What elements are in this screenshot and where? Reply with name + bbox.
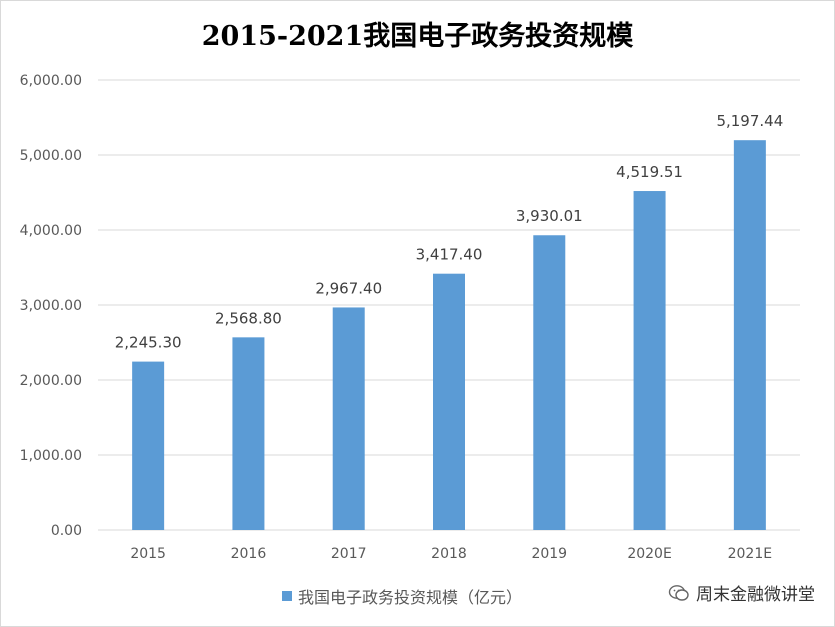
watermark-text: 周末金融微讲堂 xyxy=(696,585,815,605)
legend-label: 我国电子政务投资规模（亿元） xyxy=(298,588,523,607)
data-label: 2,245.30 xyxy=(115,334,182,352)
data-label: 2,967.40 xyxy=(315,279,382,297)
x-tick-label: 2017 xyxy=(331,546,367,562)
y-tick-label: 0.00 xyxy=(51,523,82,539)
data-label: 5,197.44 xyxy=(716,112,783,130)
x-tick-label: 2018 xyxy=(431,546,467,562)
bar xyxy=(733,140,766,530)
bar xyxy=(533,235,566,530)
y-tick-label: 1,000.00 xyxy=(20,448,82,464)
data-label: 2,568.80 xyxy=(215,309,282,327)
data-label: 4,519.51 xyxy=(616,163,683,181)
x-tick-label: 2015 xyxy=(130,546,166,562)
legend: 我国电子政务投资规模（亿元） xyxy=(282,584,522,608)
bar xyxy=(232,337,265,530)
data-label: 3,930.01 xyxy=(516,207,583,225)
legend-swatch xyxy=(282,591,292,601)
wechat-icon xyxy=(668,584,689,601)
bar xyxy=(433,273,465,530)
bar xyxy=(132,361,165,530)
bar xyxy=(633,191,666,530)
x-tick-label: 2020E xyxy=(627,546,671,562)
y-tick-label: 4,000.00 xyxy=(20,223,82,239)
watermark: 周末金融微讲堂 xyxy=(668,580,815,605)
x-tick-label: 2019 xyxy=(531,546,567,562)
y-tick-label: 5,000.00 xyxy=(20,148,82,164)
x-tick-label: 2016 xyxy=(231,546,267,562)
y-tick-label: 3,000.00 xyxy=(20,298,82,314)
y-tick-label: 2,000.00 xyxy=(20,373,82,389)
x-tick-label: 2021E xyxy=(728,546,772,562)
bar xyxy=(332,307,365,530)
chart-title: 2015-2021我国电子政务投资规模 xyxy=(201,21,634,52)
y-tick-label: 6,000.00 xyxy=(20,73,82,89)
data-label: 3,417.40 xyxy=(416,246,483,264)
